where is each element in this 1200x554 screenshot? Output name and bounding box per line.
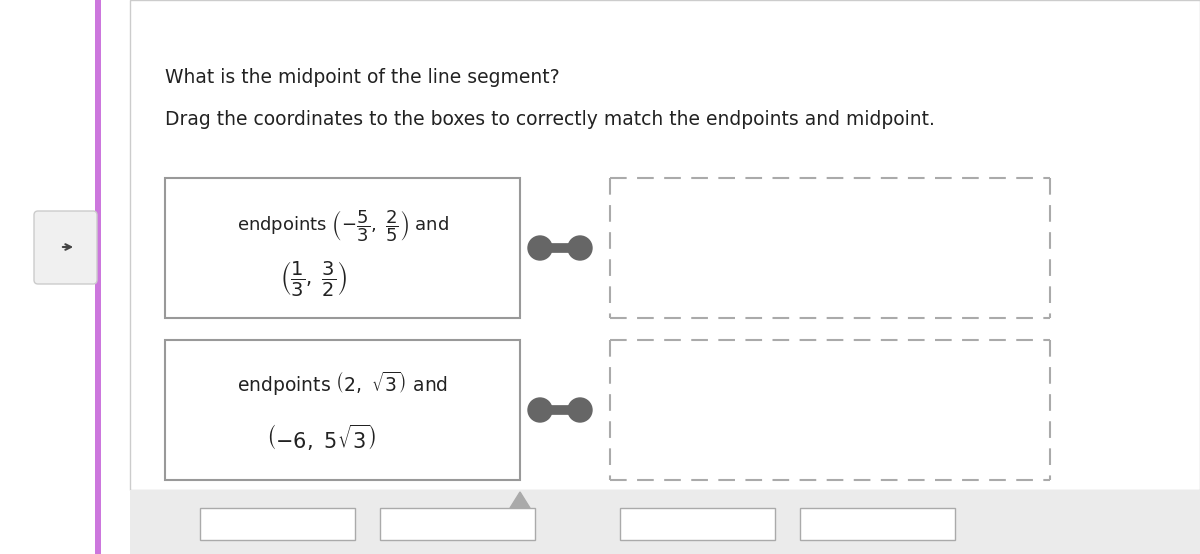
Bar: [620, 508, 775, 540]
Circle shape: [528, 236, 552, 260]
Polygon shape: [510, 492, 530, 508]
Text: What is the midpoint of the line segment?: What is the midpoint of the line segment…: [166, 68, 559, 87]
Text: endpoints $\left(2,\ \sqrt{3}\right)$ and: endpoints $\left(2,\ \sqrt{3}\right)$ an…: [236, 370, 448, 398]
Bar: [130, 490, 1200, 554]
Text: endpoints $\left(-\dfrac{5}{3},\ \dfrac{2}{5}\right)$ and: endpoints $\left(-\dfrac{5}{3},\ \dfrac{…: [236, 208, 449, 244]
Circle shape: [528, 398, 552, 422]
Bar: [800, 508, 955, 540]
Circle shape: [568, 236, 592, 260]
Bar: [130, 0, 1200, 490]
Bar: [166, 340, 520, 480]
Bar: [166, 178, 520, 318]
Text: $\left(\dfrac{1}{3},\ \dfrac{3}{2}\right)$: $\left(\dfrac{1}{3},\ \dfrac{3}{2}\right…: [281, 259, 348, 297]
Bar: [95, 0, 101, 554]
Circle shape: [568, 398, 592, 422]
Text: Drag the coordinates to the boxes to correctly match the endpoints and midpoint.: Drag the coordinates to the boxes to cor…: [166, 110, 935, 129]
FancyBboxPatch shape: [34, 211, 97, 284]
Bar: [380, 508, 535, 540]
Bar: [200, 508, 355, 540]
Text: $\left(-6,\ 5\sqrt{3}\right)$: $\left(-6,\ 5\sqrt{3}\right)$: [266, 423, 377, 453]
